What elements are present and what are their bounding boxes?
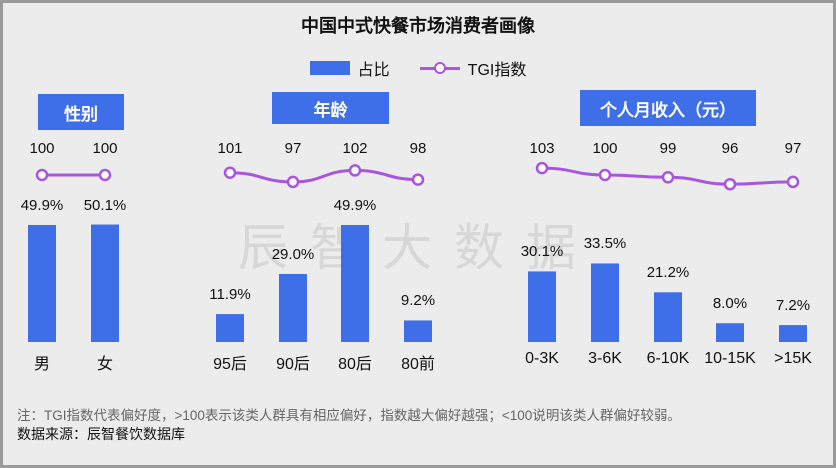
- tgi-point: [98, 168, 112, 182]
- bar-value-label: 9.2%: [400, 292, 436, 310]
- tgi-point: [348, 164, 362, 177]
- bar: [404, 320, 432, 342]
- category-label: 90后: [276, 356, 310, 373]
- bar: [279, 273, 307, 342]
- tgi-value-label: 100: [92, 140, 118, 157]
- bar-value-label: 50.1%: [83, 196, 127, 214]
- category-label: >15K: [774, 350, 812, 367]
- group-header-age: 年龄: [272, 92, 389, 124]
- category-label: 6-10K: [646, 350, 690, 367]
- bar-value-label: 7.2%: [775, 297, 811, 315]
- bar-value-label: 29.0%: [271, 245, 315, 263]
- tgi-point: [411, 173, 425, 186]
- data-source: 数据来源：辰智餐饮数据库: [17, 426, 185, 442]
- watermark: 辰智大数据: [238, 220, 598, 276]
- tgi-value-label: 99: [659, 140, 677, 157]
- tgi-point: [598, 168, 612, 182]
- group-header-gender: 性别: [38, 94, 124, 130]
- legend-line-label: TGI指数: [467, 62, 527, 79]
- category-label: 3-6K: [588, 350, 622, 367]
- tgi-point: [223, 166, 237, 179]
- bar: [716, 323, 744, 342]
- bar: [654, 292, 682, 342]
- bar-value-label: 49.9%: [20, 196, 64, 214]
- tgi-line: [229, 168, 419, 184]
- tgi-value-label: 97: [284, 140, 302, 157]
- chart-frame: [3, 3, 833, 465]
- tgi-value-label: 100: [592, 140, 618, 157]
- tgi-point: [286, 175, 300, 189]
- legend-bar-label: 占比: [357, 62, 390, 79]
- tgi-value-label: 96: [721, 140, 739, 157]
- tgi-value-label: 97: [784, 140, 802, 157]
- tgi-point: [786, 175, 800, 189]
- bar: [341, 224, 369, 342]
- tgi-value-label: 102: [342, 140, 368, 157]
- bar-value-label: 11.9%: [209, 286, 251, 304]
- legend: 占比 TGI指数: [0, 56, 836, 80]
- legend-line-swatch: [419, 61, 460, 75]
- tgi-value-label: 100: [29, 140, 55, 157]
- category-label: 10-15K: [704, 350, 756, 367]
- category-label: 80后: [338, 356, 372, 373]
- bar-value-label: 21.2%: [646, 264, 690, 282]
- category-label: 80前: [401, 356, 435, 373]
- bar: [528, 271, 556, 342]
- bar-value-label: 49.9%: [333, 196, 377, 214]
- tgi-point: [661, 171, 675, 184]
- bar: [591, 263, 619, 342]
- bar: [779, 325, 807, 342]
- chart-title: 中国中式快餐市场消费者画像: [301, 16, 535, 36]
- category-label: 男: [33, 356, 50, 373]
- tgi-point: [535, 161, 549, 175]
- category-label: 女: [96, 356, 113, 373]
- bar-value-label: 33.5%: [583, 235, 627, 253]
- tgi-point: [35, 168, 49, 182]
- group-header-income: 个人月收入（元）: [580, 90, 756, 126]
- footnote: 注：TGI指数代表偏好度，>100表示该类人群具有相应偏好，指数越大偏好越强；<…: [17, 408, 681, 423]
- tgi-point: [723, 177, 737, 191]
- bar-value-label: 30.1%: [520, 243, 564, 261]
- bar: [91, 224, 119, 342]
- category-label: 0-3K: [525, 350, 559, 367]
- category-label: 95后: [213, 356, 247, 373]
- legend-bar-swatch: [309, 61, 350, 75]
- tgi-value-label: 101: [217, 140, 243, 157]
- bar: [216, 314, 244, 342]
- bar-value-label: 8.0%: [712, 295, 748, 313]
- tgi-value-label: 98: [409, 140, 427, 157]
- tgi-value-label: 103: [529, 140, 555, 157]
- bar: [28, 224, 56, 342]
